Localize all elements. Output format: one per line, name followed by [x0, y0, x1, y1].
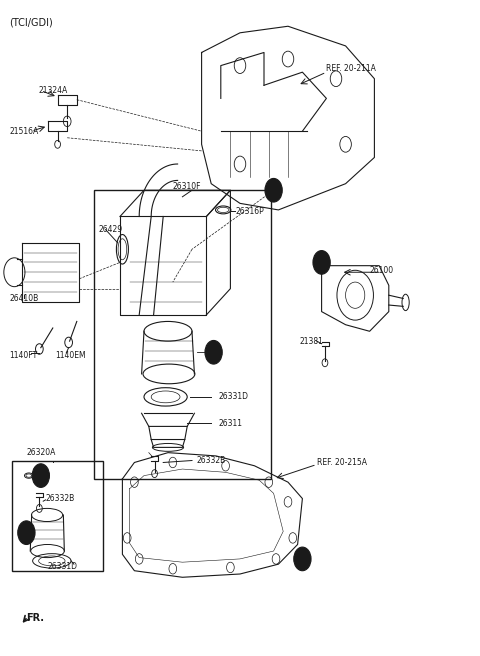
Text: 26331D: 26331D — [218, 392, 249, 401]
Text: 21324A: 21324A — [38, 86, 68, 95]
Text: A: A — [319, 259, 324, 266]
Text: 26332B: 26332B — [46, 494, 75, 503]
Text: 26320A: 26320A — [26, 448, 56, 457]
Circle shape — [18, 521, 35, 544]
Text: 26410B: 26410B — [10, 294, 39, 303]
Text: 2: 2 — [300, 556, 305, 562]
Text: REF. 20-215A: REF. 20-215A — [317, 458, 367, 467]
Text: 21381: 21381 — [300, 337, 324, 346]
Circle shape — [313, 251, 330, 274]
Text: 1: 1 — [211, 349, 216, 356]
Circle shape — [205, 340, 222, 364]
Text: 26331D: 26331D — [48, 562, 78, 571]
Text: 26310F: 26310F — [173, 182, 201, 192]
Circle shape — [265, 178, 282, 202]
Circle shape — [294, 547, 311, 571]
Text: 26429: 26429 — [98, 225, 122, 234]
Text: 26100: 26100 — [370, 266, 394, 276]
Text: 2: 2 — [38, 472, 43, 479]
Text: 1140EM: 1140EM — [55, 351, 86, 360]
Bar — [94, 190, 271, 479]
Text: 1: 1 — [24, 529, 29, 536]
Text: A: A — [271, 187, 276, 194]
Text: 26316P: 26316P — [235, 207, 264, 216]
Text: FR.: FR. — [26, 613, 44, 623]
Text: 21516A: 21516A — [10, 127, 39, 136]
Text: 26311: 26311 — [218, 419, 242, 428]
Bar — [12, 461, 103, 571]
Circle shape — [32, 464, 49, 487]
Text: REF. 20-211A: REF. 20-211A — [326, 64, 376, 73]
Text: 26332B: 26332B — [197, 456, 226, 465]
Text: (TCI/GDI): (TCI/GDI) — [10, 18, 53, 28]
Text: 1140FT: 1140FT — [10, 351, 38, 360]
